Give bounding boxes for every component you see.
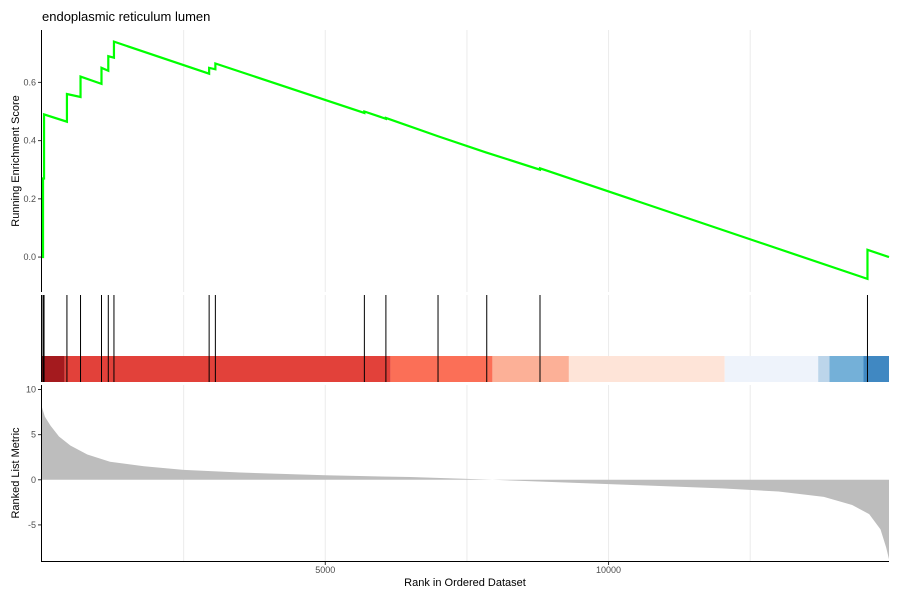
- enrichment-gridlines: [183, 30, 751, 292]
- color-band-segment: [42, 356, 65, 382]
- ranked-y-tick-label: -5: [28, 520, 36, 530]
- color-band-segment: [724, 356, 819, 382]
- ranked-y-tick-label: 0: [31, 475, 36, 485]
- hits-panel: [41, 295, 889, 382]
- gene-hit-marks: [42, 295, 868, 382]
- enrichment-y-ticks: 0.0 0.2 0.4 0.6: [23, 77, 41, 262]
- enrichment-y-tick-label: 0.0: [23, 252, 36, 262]
- color-band-segment: [818, 356, 830, 382]
- ranked-y-tick-label: 10: [26, 385, 36, 395]
- enrichment-y-tick-label: 0.2: [23, 194, 36, 204]
- enrichment-y-tick-label: 0.6: [23, 77, 36, 87]
- ranked-list-metric-area: [42, 407, 889, 560]
- color-band-segment: [568, 356, 725, 382]
- x-tick-label: 10000: [596, 565, 621, 575]
- running-enrichment-score-line: [41, 40, 890, 281]
- ranked-panel: 10 5 0 -5 5000 10000 Ranked List Metric Rank…: [10, 385, 889, 589]
- ranked-y-ticks: 10 5 0 -5: [26, 385, 41, 530]
- enrichment-y-tick-label: 0.4: [23, 136, 36, 146]
- rank-color-band: [42, 356, 889, 382]
- enrichment-panel: 0.0 0.2 0.4 0.6 Running Enrichment Score: [10, 30, 890, 292]
- x-axis-ticks: 5000 10000: [315, 562, 621, 575]
- chart-title: endoplasmic reticulum lumen: [42, 9, 210, 24]
- color-band-segment: [64, 356, 391, 382]
- ranked-y-tick-label: 5: [31, 430, 36, 440]
- enrichment-y-axis-label: Running Enrichment Score: [10, 95, 22, 226]
- x-axis-label: Rank in Ordered Dataset: [404, 577, 526, 589]
- x-tick-label: 5000: [315, 565, 335, 575]
- ranked-gridlines: [183, 385, 751, 561]
- color-band-segment: [829, 356, 864, 382]
- color-band-segment: [390, 356, 493, 382]
- color-band-segment: [492, 356, 569, 382]
- ranked-y-axis-label: Ranked List Metric: [10, 427, 22, 519]
